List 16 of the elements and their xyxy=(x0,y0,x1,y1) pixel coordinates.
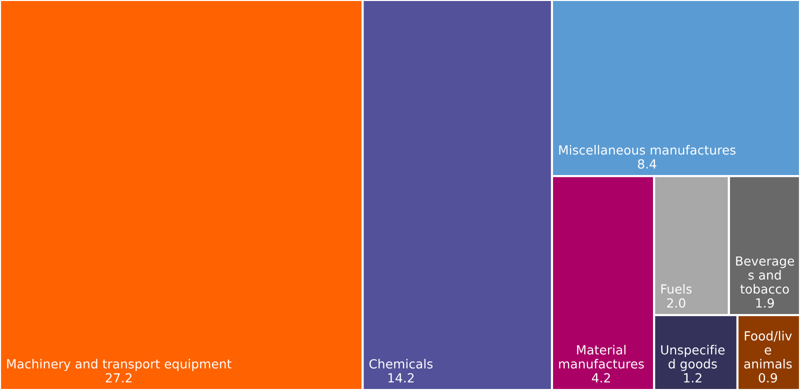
data-label: 2.0 xyxy=(667,298,686,308)
category-label: Fuels xyxy=(661,284,692,294)
data-label: 1.2 xyxy=(684,373,702,382)
data-label: 14.2 xyxy=(388,373,414,382)
category-label: Food/live animals xyxy=(744,330,792,369)
category-label: Material manufactures xyxy=(559,344,644,369)
data-label: 4.2 xyxy=(592,373,610,382)
category-label: Machinery and transport equipment xyxy=(7,358,232,372)
category-label: Unspecified goods xyxy=(661,344,725,372)
data-label: 1.9 xyxy=(756,298,774,308)
category-label: Beverages and tobacco xyxy=(736,256,794,294)
data-label: 27.2 xyxy=(106,373,132,382)
category-label: Miscellaneous manufactures xyxy=(559,145,736,155)
data-label: 8.4 xyxy=(638,159,656,169)
data-label: 0.9 xyxy=(758,373,777,383)
category-label: Chemicals xyxy=(369,358,433,369)
